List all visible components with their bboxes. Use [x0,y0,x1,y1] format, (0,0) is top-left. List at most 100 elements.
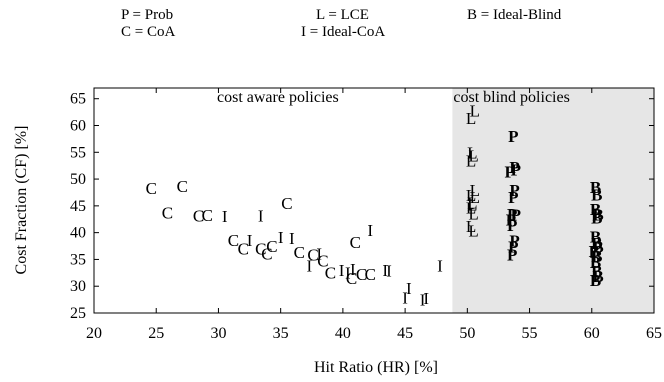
data-point-c: C [193,207,204,226]
data-point-i: I [316,245,322,264]
x-tick-label: 20 [86,325,102,342]
data-point-i: I [420,291,426,310]
x-tick-label: 35 [273,325,289,342]
x-axis-title: Hit Ratio (HR) [%] [314,359,438,376]
data-point-c: C [356,265,367,284]
x-tick-label: 60 [584,325,600,342]
data-point-p: P [508,238,518,257]
data-point-i: I [278,228,284,247]
data-point-l: L [466,186,476,205]
data-point-p: P [507,216,517,235]
y-tick-label: 65 [70,91,86,108]
data-point-c: C [266,237,277,256]
data-point-l: L [467,195,477,214]
data-point-c: C [317,252,328,271]
legend: P = Prob C = CoA L = LCE I = Ideal-CoA B… [121,7,562,40]
data-point-c: C [261,245,272,264]
data-point-b: B [589,242,600,261]
data-point-i: I [339,261,345,280]
data-point-c: C [146,179,157,198]
data-point-l: L [466,151,476,170]
data-point-i: I [345,263,351,282]
data-point-p: P [511,205,521,224]
data-point-p: P [508,127,518,146]
y-tick-label: 40 [70,225,86,242]
data-point-b: B [591,209,602,228]
data-point-i: I [386,262,392,281]
data-point-p: P [509,232,519,251]
data-point-p: P [507,205,517,224]
data-point-i: I [402,288,408,307]
data-point-i: I [222,207,228,226]
data-point-b: B [591,247,602,266]
data-point-c: C [162,203,173,222]
data-point-c: C [238,240,249,259]
data-point-b: B [591,262,602,281]
data-point-b: B [591,234,602,253]
data-point-i: I [306,256,312,275]
x-tick-label: 55 [522,325,538,342]
data-point-b: B [592,238,603,257]
legend-entry-ideal-blind: B = Ideal-Blind [467,7,562,23]
data-point-l: L [467,194,477,213]
x-tick-label: 50 [459,325,475,342]
data-point-c: C [255,240,266,259]
data-point-i: I [350,260,356,279]
data-point-c: C [294,243,305,262]
y-tick-label: 30 [70,278,86,295]
data-point-l: L [466,109,476,128]
data-point-c: C [281,194,292,213]
legend-entry-lce: L = LCE [316,7,369,23]
data-point-b: B [590,227,601,246]
data-point-i: I [382,261,388,280]
data-point-l: L [468,204,478,223]
data-point-b: B [592,205,603,224]
data-point-l: L [470,102,480,121]
data-point-l: L [468,222,478,241]
data-point-c: C [325,263,336,282]
data-point-l: L [467,143,477,162]
y-tick-label: 50 [70,171,86,188]
data-point-b: B [590,253,601,272]
y-tick-label: 60 [70,118,86,135]
data-point-b: B [590,178,601,197]
data-point-i: I [247,231,253,250]
y-tick-label: 55 [70,144,86,161]
data-point-i: I [423,289,429,308]
plot-frame [93,87,655,314]
data-point-i: I [289,229,295,248]
data-point-i: I [258,207,264,226]
data-point-c: C [177,177,188,196]
data-point-p: P [511,160,521,179]
y-axis-title: Cost Fraction (CF) [%] [13,126,30,275]
data-point-l: L [466,198,476,217]
legend-entry-ideal-coa: I = Ideal-CoA [301,24,385,40]
data-point-c: C [350,233,361,252]
data-point-p: P [504,163,514,182]
data-point-c: C [228,231,239,250]
data-point-l: L [470,188,480,207]
data-point-b: B [591,186,602,205]
x-tick-label: 25 [148,325,164,342]
cost-aware-region-label: cost aware policies [217,89,339,106]
y-tick-label: 45 [70,198,86,215]
data-point-i: I [437,256,443,275]
x-tick-label: 40 [335,325,351,342]
data-point-i: I [406,279,412,298]
data-point-b: B [590,271,601,290]
data-point-l: L [470,181,480,200]
cost-blind-region-label: cost blind policies [453,89,569,106]
x-tick-label: 65 [646,325,662,342]
y-tick-label: 25 [70,305,86,322]
data-point-p: P [509,158,519,177]
x-tick-label: 45 [397,325,413,342]
x-axis-ticks: 20 25 30 35 40 45 50 55 60 65 [86,88,662,342]
data-point-p: P [509,181,519,200]
data-point-i: I [367,221,373,240]
legend-entry-coa: C = CoA [121,24,175,40]
data-point-c: C [365,265,376,284]
data-point-c: C [307,246,318,265]
legend-entry-prob: P = Prob [121,7,173,23]
